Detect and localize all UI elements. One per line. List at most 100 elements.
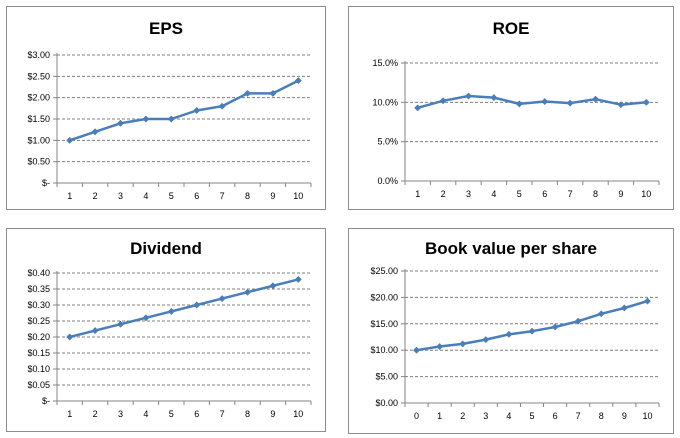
y-tick-label: $2.00 [27, 93, 50, 103]
x-tick-label: 4 [491, 189, 496, 199]
x-tick-label: 9 [622, 411, 627, 421]
x-tick-label: 8 [593, 189, 598, 199]
x-tick-label: 7 [220, 409, 225, 419]
data-point [464, 92, 473, 100]
y-tick-label: $1.00 [27, 135, 50, 145]
data-point [528, 327, 536, 335]
x-tick-label: 1 [415, 189, 420, 199]
data-point [193, 301, 201, 309]
x-tick-label: 10 [642, 411, 652, 421]
y-tick-label: $2.50 [27, 71, 50, 81]
data-point [439, 97, 447, 105]
x-tick-label: 6 [194, 409, 199, 419]
data-point [66, 333, 74, 341]
x-tick-label: 0 [414, 411, 419, 421]
data-point [414, 104, 422, 112]
y-tick-label: $- [42, 396, 50, 406]
data-point [193, 106, 201, 115]
y-tick-label: $25.00 [370, 266, 398, 276]
y-tick-label: $10.00 [370, 345, 398, 355]
x-tick-label: 1 [67, 409, 72, 419]
y-tick-label: $1.50 [27, 114, 50, 124]
x-tick-label: 8 [599, 411, 604, 421]
x-tick-label: 5 [169, 191, 174, 201]
data-point [243, 89, 252, 97]
y-tick-label: $0.10 [27, 364, 50, 374]
y-tick-label: $0.00 [375, 398, 398, 408]
y-tick-label: $3.00 [27, 50, 50, 60]
y-tick-label: 15.0% [372, 58, 398, 68]
chart-title: ROE [492, 19, 530, 38]
x-tick-label: 5 [529, 411, 534, 421]
data-point [515, 100, 523, 108]
x-tick-label: 1 [437, 411, 442, 421]
x-tick-label: 1 [67, 191, 72, 201]
y-tick-label: $0.20 [27, 332, 50, 342]
x-tick-label: 5 [169, 409, 174, 419]
data-point [551, 323, 559, 331]
data-point [617, 101, 625, 109]
y-tick-label: $0.40 [27, 268, 50, 278]
data-point [243, 288, 252, 296]
dividend-chart-panel: Dividend $- $0.05 $0.10 $0.15 $0.20 $0.25 $0.3… [6, 228, 326, 432]
chart-title: Book value per share [425, 239, 597, 258]
x-tick-label: 10 [641, 189, 651, 199]
x-tick-label: 2 [93, 191, 98, 201]
x-tick-label: 8 [245, 191, 250, 201]
x-tick-label: 6 [194, 191, 199, 201]
x-tick-label: 2 [460, 411, 465, 421]
data-point [116, 320, 125, 328]
data-point [167, 307, 175, 315]
x-tick-label: 4 [143, 409, 148, 419]
dividend-chart: $- $0.05 $0.10 $0.15 $0.20 $0.25 $0.30 $0.35 $0.… [27, 268, 312, 419]
data-point [269, 282, 277, 290]
y-tick-label: $15.00 [370, 319, 398, 329]
y-tick-label: 0.0% [377, 176, 398, 186]
roe-chart: 0.0% 5.0% 10.0% 15.0% 1 2 3 4 5 6 7 8 9 10 [372, 58, 660, 199]
chart-title: EPS [148, 19, 184, 38]
series-line [416, 299, 648, 352]
eps-chart-panel: EPS $- $0.50 $1.00 $1.50 $2.00 $2.50 $3.00 1 2 3 4… [6, 6, 326, 210]
x-tick-label: 9 [270, 409, 275, 419]
y-tick-label: $0.35 [27, 284, 50, 294]
data-point [91, 327, 99, 335]
x-tick-label: 5 [517, 189, 522, 199]
data-point [142, 115, 150, 123]
data-point [412, 346, 421, 354]
x-tick-label: 3 [466, 189, 471, 199]
y-tick-label: $20.00 [370, 292, 398, 302]
data-point [574, 317, 582, 325]
x-tick-label: 2 [441, 189, 446, 199]
y-tick-label: $0.15 [27, 348, 50, 358]
data-point [218, 295, 226, 303]
y-tick-label: 5.0% [377, 137, 398, 147]
x-tick-label: 8 [245, 409, 250, 419]
y-tick-label: $0.30 [27, 300, 50, 310]
y-tick-label: $0.05 [27, 380, 50, 390]
x-tick-label: 4 [143, 191, 148, 201]
y-tick-label: $0.25 [27, 316, 50, 326]
data-point [218, 102, 226, 110]
data-point [591, 95, 600, 103]
data-point [294, 77, 302, 85]
data-point [91, 128, 99, 136]
data-point [490, 94, 498, 102]
x-tick-label: 2 [93, 409, 98, 419]
book-value-chart-panel: Book value per share $0.00 $5.00 $10.00 $15… [348, 228, 674, 434]
data-point [167, 115, 175, 123]
data-point [459, 340, 467, 348]
series-line [69, 79, 299, 142]
eps-chart: $- $0.50 $1.00 $1.50 $2.00 $2.50 $3.00 1 2 3 4 5 6 7 8… [27, 50, 312, 201]
x-tick-label: 6 [553, 411, 558, 421]
x-tick-label: 9 [270, 191, 275, 201]
y-tick-label: $- [42, 178, 50, 188]
data-point [566, 99, 574, 107]
roe-chart-panel: ROE 0.0% 5.0% 10.0% 15.0% 1 2 3 4 5 6 7 8 9 10 [348, 6, 674, 210]
data-point [142, 314, 150, 322]
y-tick-label: $0.50 [27, 157, 50, 167]
chart-title: Dividend [130, 239, 202, 258]
data-point [482, 336, 490, 344]
data-point [269, 89, 277, 97]
x-tick-label: 7 [220, 191, 225, 201]
data-point [642, 98, 650, 106]
